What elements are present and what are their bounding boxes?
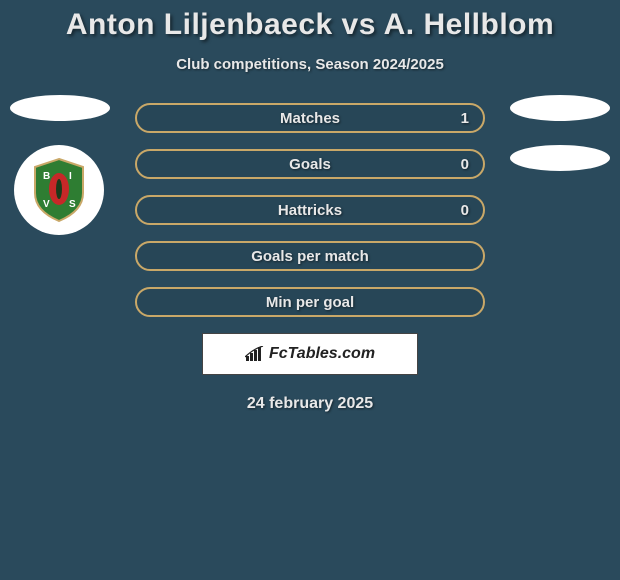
stat-row-hattricks: Hattricks 0 <box>135 195 485 225</box>
stat-value: 0 <box>461 156 469 173</box>
brand-text: FcTables.com <box>269 345 375 363</box>
svg-text:B: B <box>43 171 50 182</box>
stats-area: B I V S Matches 1 Goals 0 <box>0 103 620 413</box>
club-badge-placeholder-right <box>510 145 610 171</box>
brand-box[interactable]: FcTables.com <box>202 333 418 375</box>
stat-label: Min per goal <box>266 294 354 311</box>
chart-bars-icon <box>245 346 265 362</box>
stat-row-matches: Matches 1 <box>135 103 485 133</box>
stat-label: Matches <box>280 110 340 127</box>
svg-text:S: S <box>69 199 76 210</box>
club-badge-left: B I V S <box>14 145 104 235</box>
shield-icon: B I V S <box>31 157 87 223</box>
stat-row-min-per-goal: Min per goal <box>135 287 485 317</box>
left-player-badges: B I V S <box>10 95 110 235</box>
stat-row-goals-per-match: Goals per match <box>135 241 485 271</box>
player-photo-placeholder-right <box>510 95 610 121</box>
stat-label: Hattricks <box>278 202 342 219</box>
svg-text:I: I <box>69 171 72 182</box>
stat-label: Goals per match <box>251 248 369 265</box>
stat-row-goals: Goals 0 <box>135 149 485 179</box>
player-photo-placeholder-left <box>10 95 110 121</box>
stat-rows: Matches 1 Goals 0 Hattricks 0 Goals per … <box>135 103 485 317</box>
stat-label: Goals <box>289 156 331 173</box>
stat-value: 1 <box>461 110 469 127</box>
svg-text:V: V <box>43 199 50 210</box>
subtitle: Club competitions, Season 2024/2025 <box>0 56 620 73</box>
date-label: 24 february 2025 <box>0 395 620 413</box>
right-player-badges <box>510 95 610 195</box>
stat-value: 0 <box>461 202 469 219</box>
page-title: Anton Liljenbaeck vs A. Hellblom <box>0 8 620 42</box>
